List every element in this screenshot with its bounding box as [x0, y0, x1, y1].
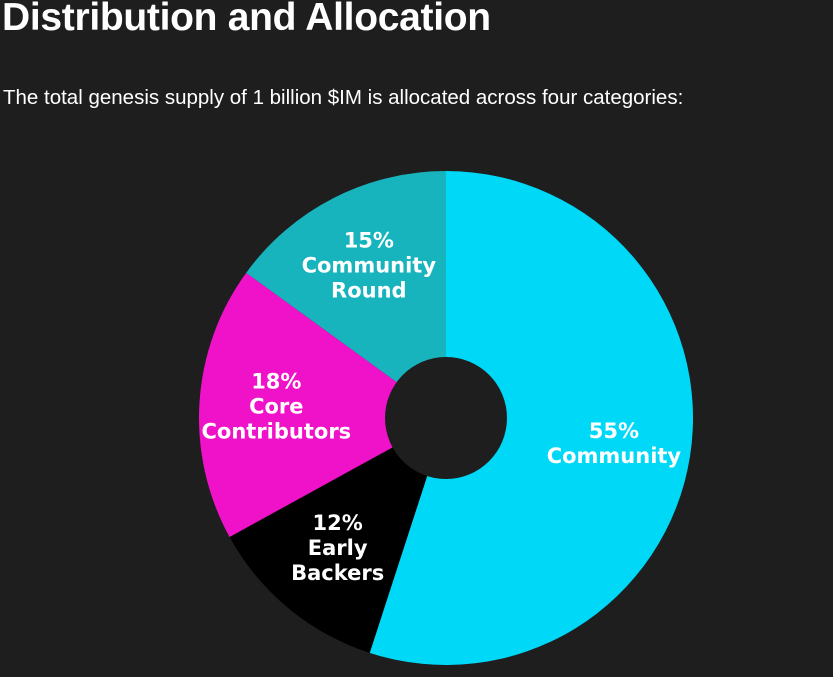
slice-community-round: [246, 171, 446, 418]
slice-percent-label: 55%: [589, 419, 639, 443]
labels-layer: 55%Community12%EarlyBackers18%CoreContri…: [201, 229, 681, 585]
slice-percent-label: 12%: [313, 511, 363, 535]
page-title: Distribution and Allocation: [2, 0, 491, 39]
intro-text: The total genesis supply of 1 billion $I…: [3, 86, 684, 109]
slice-percent-label: 18%: [251, 369, 301, 393]
slice-name-label: Round: [331, 279, 407, 303]
donut-hole: [385, 357, 507, 479]
slice-name-label: Early: [308, 536, 368, 560]
slices-layer: [198, 171, 693, 665]
slice-name-label: Core: [249, 394, 303, 418]
slice-community: [369, 171, 693, 665]
slice-percent-label: 15%: [344, 229, 394, 253]
slice-name-label: Contributors: [201, 419, 351, 443]
slice-name-label: Community: [547, 444, 682, 468]
slice-early-backers: [229, 418, 446, 653]
slice-name-label: Community: [302, 254, 437, 278]
slice-name-label: Backers: [291, 561, 384, 585]
slice-label-community: 55%Community: [547, 419, 682, 468]
slice-core-contributors: [198, 272, 446, 537]
